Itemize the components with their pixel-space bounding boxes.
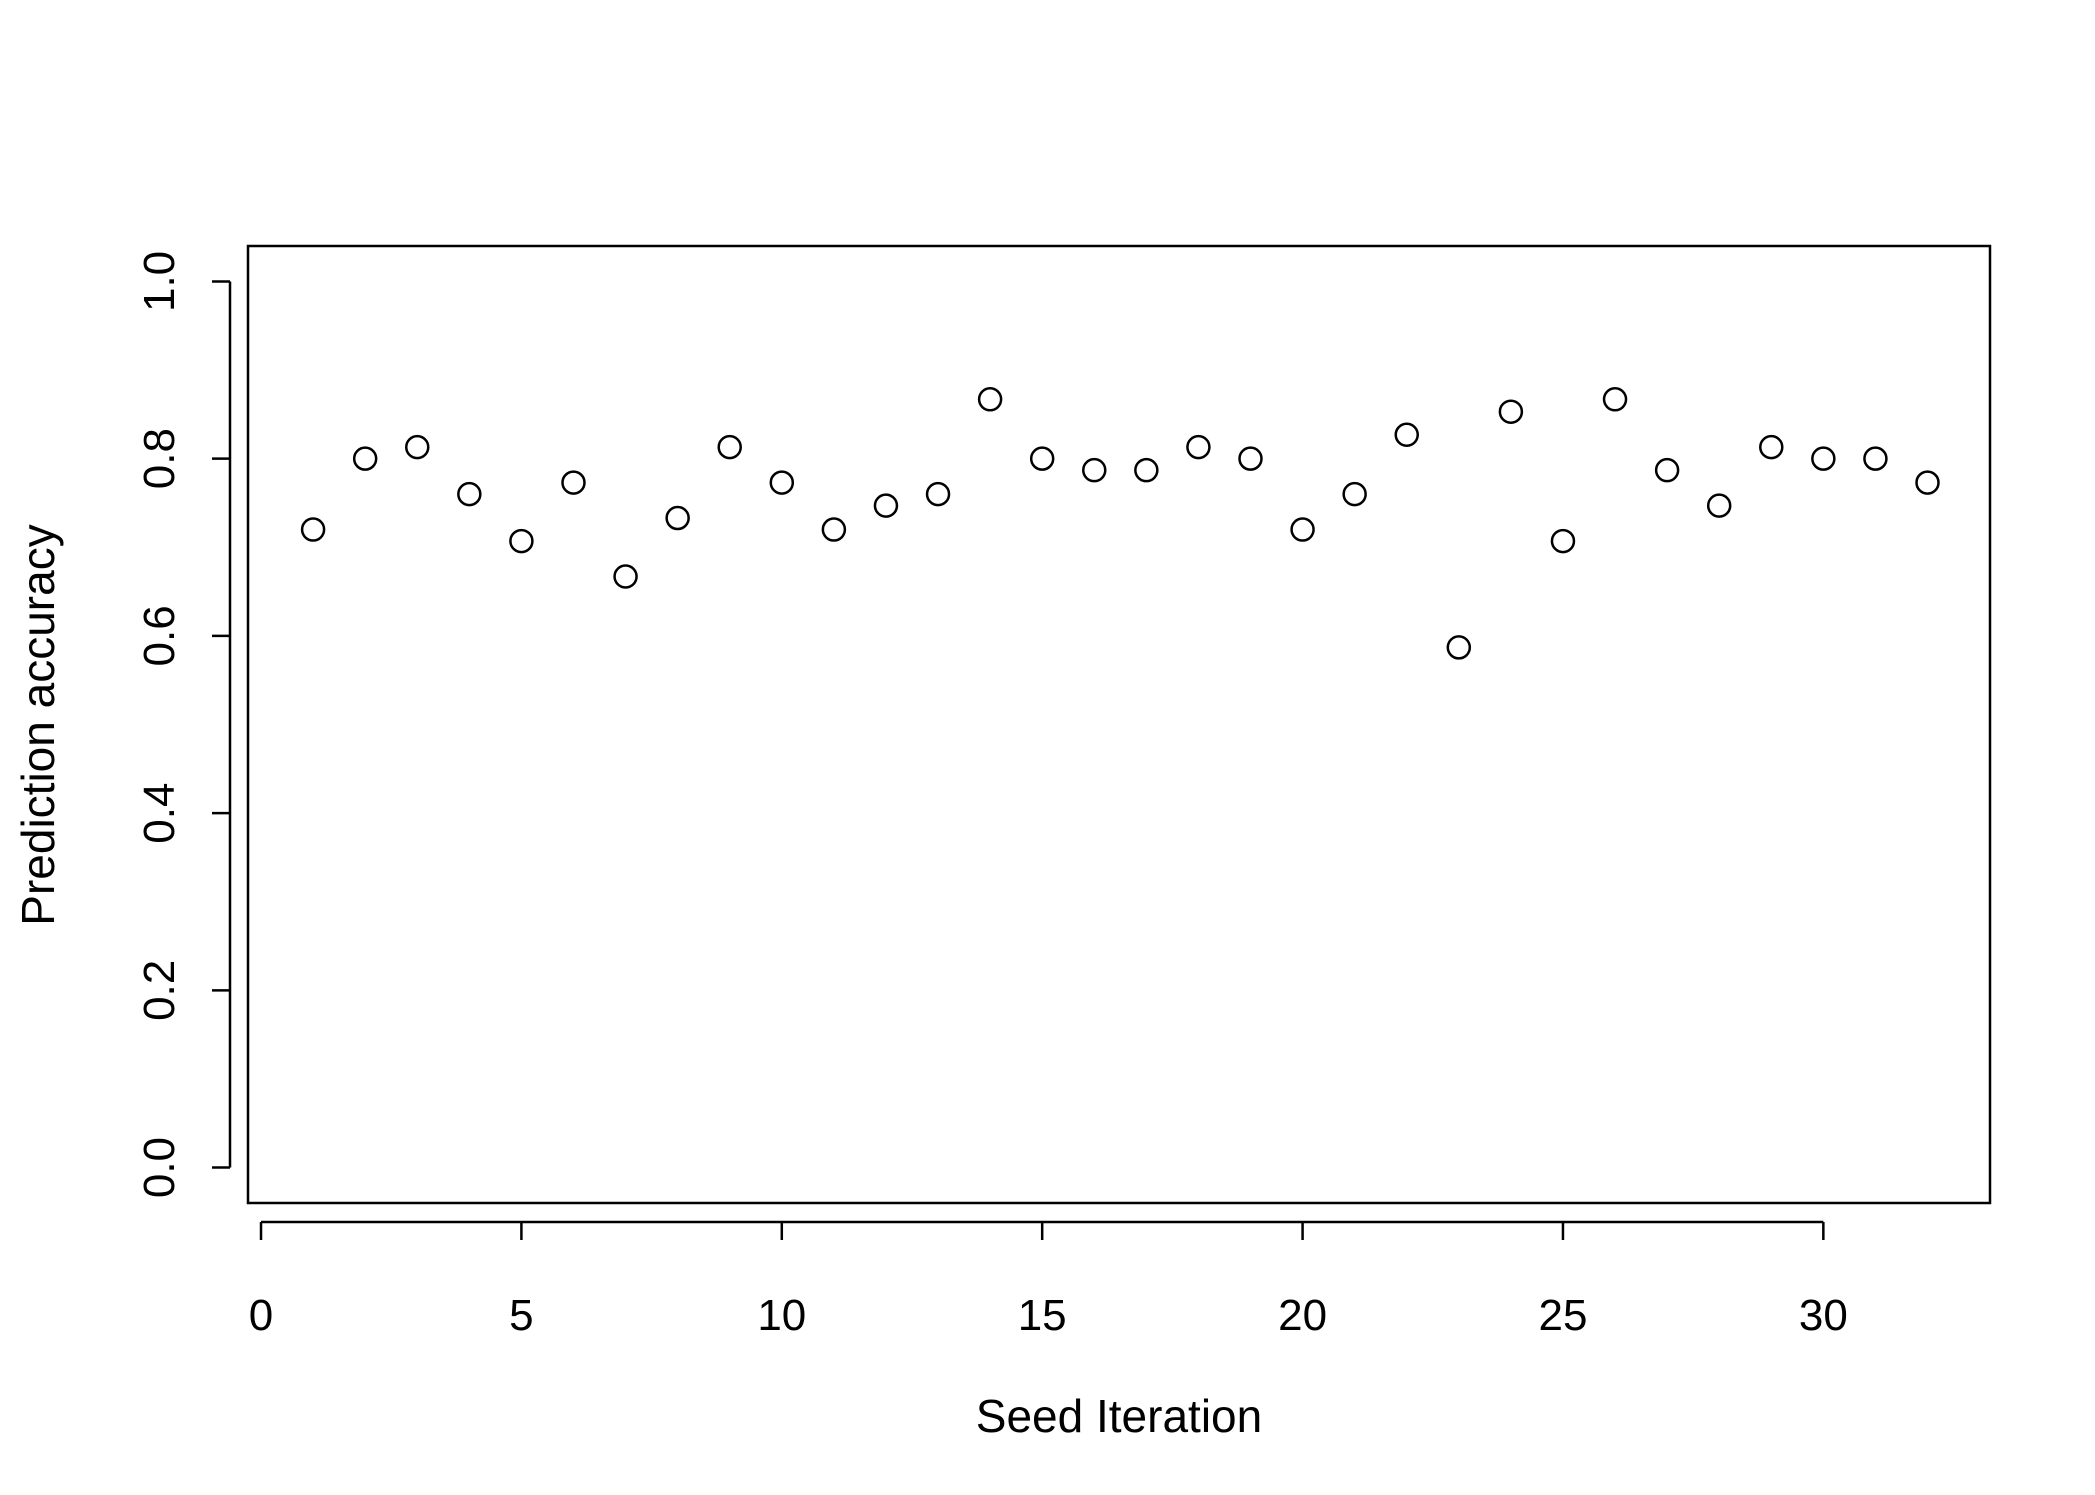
data-point bbox=[665, 505, 690, 531]
data-point bbox=[1654, 457, 1680, 483]
data-point bbox=[457, 481, 482, 507]
y-tick-label: 0.4 bbox=[135, 783, 184, 844]
x-tick-label: 25 bbox=[1538, 1291, 1587, 1340]
data-point bbox=[613, 564, 638, 589]
y-axis: 0.0 0.2 0.4 0.6 0.8 1.0 bbox=[135, 251, 232, 1198]
data-point bbox=[717, 434, 742, 460]
data-point bbox=[1238, 446, 1263, 471]
data-point bbox=[1811, 446, 1836, 471]
data-point bbox=[1446, 635, 1472, 660]
y-tick-label: 0.6 bbox=[135, 605, 184, 666]
data-point bbox=[925, 481, 951, 507]
plot-area-frame bbox=[246, 244, 1992, 1205]
data-point bbox=[1134, 457, 1159, 483]
x-tick-label: 0 bbox=[249, 1291, 273, 1340]
data-point bbox=[561, 470, 586, 495]
data-point bbox=[1915, 470, 1940, 495]
data-point bbox=[1759, 434, 1784, 460]
data-point bbox=[1863, 446, 1888, 471]
x-tick-label: 10 bbox=[757, 1291, 806, 1340]
data-point bbox=[1550, 528, 1576, 554]
data-point bbox=[1186, 434, 1211, 460]
x-tick-label: 30 bbox=[1799, 1291, 1848, 1340]
y-tick-label: 1.0 bbox=[135, 251, 184, 312]
data-point bbox=[821, 517, 847, 542]
data-point bbox=[1706, 493, 1732, 518]
data-point bbox=[1342, 481, 1367, 507]
y-axis-label: Prediction accuracy bbox=[12, 524, 64, 925]
y-tick-label: 0.0 bbox=[135, 1137, 184, 1198]
data-point bbox=[769, 470, 795, 495]
data-point bbox=[1602, 387, 1628, 412]
x-axis: 0 5 10 15 20 25 30 bbox=[249, 1220, 1848, 1340]
x-tick-label: 5 bbox=[509, 1291, 533, 1340]
data-point bbox=[873, 493, 899, 518]
y-tick-label: 0.2 bbox=[135, 960, 184, 1021]
data-point bbox=[1290, 517, 1315, 542]
data-point bbox=[977, 387, 1003, 412]
data-point bbox=[405, 434, 430, 460]
data-point bbox=[1394, 422, 1419, 447]
x-tick-label: 20 bbox=[1278, 1291, 1327, 1340]
data-points bbox=[300, 387, 1940, 660]
y-tick-label: 0.8 bbox=[135, 428, 184, 489]
data-point bbox=[1029, 446, 1055, 471]
data-point bbox=[509, 528, 534, 554]
data-point bbox=[1498, 399, 1524, 424]
data-point bbox=[1082, 457, 1107, 483]
x-axis-label: Seed Iteration bbox=[976, 1390, 1262, 1442]
data-point bbox=[300, 517, 326, 542]
x-tick-label: 15 bbox=[1018, 1291, 1067, 1340]
data-point bbox=[352, 446, 378, 471]
